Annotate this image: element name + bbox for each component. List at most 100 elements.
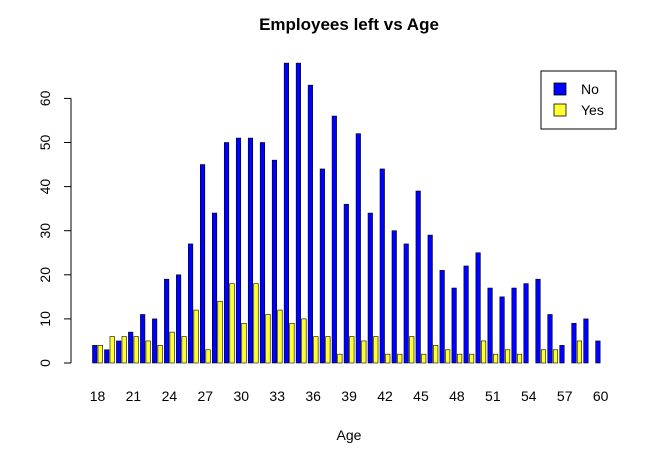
- legend-label-no: No: [581, 81, 599, 97]
- bar-yes-19: [109, 336, 115, 364]
- y-tick-label-0: 0: [37, 359, 53, 367]
- x-tick-label-51: 51: [485, 388, 501, 404]
- x-axis-label: Age: [337, 427, 362, 443]
- bar-no-60: [595, 340, 601, 364]
- x-tick-label-60: 60: [593, 388, 609, 404]
- bar-yes-20: [121, 336, 127, 364]
- y-axis: 0 10 20 30 40 50 60: [37, 90, 72, 367]
- bar-yes-31: [253, 283, 259, 364]
- bar-yes-45: [421, 353, 427, 364]
- bar-yes-33: [277, 309, 283, 364]
- legend: No Yes: [540, 70, 617, 130]
- bar-no-20: [116, 340, 122, 364]
- bar-no-21: [128, 331, 134, 364]
- bar-yes-44: [409, 336, 415, 364]
- bar-yes-43: [397, 353, 403, 364]
- bar-yes-22: [145, 340, 151, 364]
- x-tick-label-18: 18: [90, 388, 106, 404]
- legend-label-yes: Yes: [581, 102, 604, 118]
- bar-no-22: [140, 314, 146, 364]
- x-tick-label-27: 27: [198, 388, 214, 404]
- bar-no-19: [104, 349, 110, 364]
- bar-yes-51: [493, 353, 499, 364]
- bar-yes-36: [313, 336, 319, 364]
- bar-yes-37: [325, 336, 331, 364]
- y-tick-label-10: 10: [37, 311, 53, 327]
- x-tick-label-39: 39: [341, 388, 357, 404]
- bar-no-23: [152, 318, 158, 364]
- legend-swatch-no: [553, 82, 567, 96]
- bar-no-59: [583, 318, 589, 364]
- bar-no-28: [212, 212, 218, 364]
- bar-no-49: [463, 265, 469, 364]
- bar-no-27: [200, 164, 206, 364]
- x-tick-label-21: 21: [126, 388, 142, 404]
- bar-yes-50: [481, 340, 487, 364]
- bar-no-44: [403, 243, 409, 364]
- bar-yes-24: [169, 331, 175, 364]
- y-tick-label-30: 30: [37, 223, 53, 239]
- x-tick-label-57: 57: [557, 388, 573, 404]
- bar-yes-35: [301, 318, 307, 364]
- bar-no-41: [367, 212, 373, 364]
- x-tick-label-48: 48: [449, 388, 465, 404]
- x-tick-label-54: 54: [521, 388, 537, 404]
- legend-box: [540, 70, 617, 130]
- bar-no-34: [283, 62, 289, 364]
- bar-yes-26: [193, 309, 199, 364]
- bar-yes-42: [385, 353, 391, 364]
- x-axis: 18 21 24 27 30 33 36 39 42 45 48 51 54 57 60: [90, 388, 609, 404]
- bar-no-18: [92, 345, 98, 364]
- bar-yes-49: [469, 353, 475, 364]
- bar-yes-25: [181, 336, 187, 364]
- bar-no-38: [331, 115, 337, 364]
- bar-no-48: [451, 287, 457, 364]
- bar-no-32: [259, 142, 266, 364]
- y-tick-label-20: 20: [37, 267, 53, 283]
- bar-yes-47: [445, 349, 451, 364]
- legend-swatch-yes: [553, 103, 567, 117]
- bar-no-43: [391, 230, 397, 364]
- bar-yes-27: [205, 349, 211, 364]
- x-tick-label-45: 45: [413, 388, 429, 404]
- x-tick-label-42: 42: [377, 388, 393, 404]
- bar-no-56: [547, 314, 553, 364]
- bar-no-29: [223, 142, 230, 364]
- bar-yes-30: [241, 323, 247, 364]
- bar-no-58: [571, 323, 577, 364]
- bar-yes-58: [576, 340, 583, 364]
- bar-yes-46: [433, 345, 439, 364]
- bar-no-42: [379, 168, 385, 364]
- bar-yes-48: [457, 353, 463, 364]
- bar-yes-21: [133, 336, 139, 364]
- bar-no-30: [235, 137, 242, 364]
- bar-yes-41: [373, 336, 379, 364]
- bar-no-55: [535, 278, 541, 364]
- bar-yes-29: [229, 283, 235, 364]
- y-tick-label-50: 50: [37, 135, 53, 151]
- x-tick-label-33: 33: [269, 388, 285, 404]
- bar-no-51: [487, 287, 493, 364]
- bar-no-24: [164, 278, 170, 364]
- bar-no-37: [319, 168, 325, 364]
- bar-yes-28: [217, 300, 223, 364]
- x-tick-label-30: 30: [233, 388, 249, 404]
- bar-no-26: [188, 243, 194, 364]
- bar-no-31: [247, 137, 254, 364]
- bar-yes-23: [157, 345, 163, 364]
- bar-yes-34: [289, 323, 295, 364]
- bar-no-36: [307, 84, 313, 364]
- bar-yes-32: [265, 314, 271, 364]
- y-tick-label-40: 40: [37, 179, 53, 195]
- bar-no-40: [355, 133, 361, 364]
- bar-no-46: [427, 234, 433, 364]
- bar-yes-53: [516, 353, 523, 364]
- bar-yes-18: [97, 345, 103, 364]
- bar-no-47: [439, 270, 445, 364]
- bar-no-52: [499, 296, 505, 364]
- bar-no-53: [511, 287, 517, 364]
- bar-yes-38: [337, 353, 343, 364]
- y-tick-label-60: 60: [37, 90, 53, 106]
